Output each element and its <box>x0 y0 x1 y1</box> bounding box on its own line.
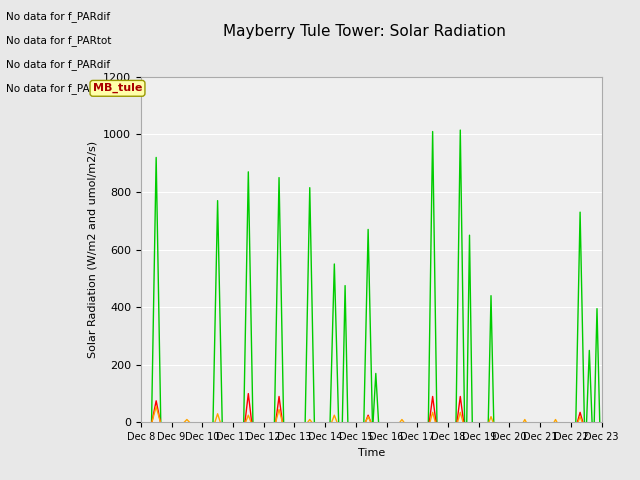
Y-axis label: Solar Radiation (W/m2 and umol/m2/s): Solar Radiation (W/m2 and umol/m2/s) <box>88 141 97 358</box>
Text: Mayberry Tule Tower: Solar Radiation: Mayberry Tule Tower: Solar Radiation <box>223 24 506 39</box>
Text: No data for f_PARdif: No data for f_PARdif <box>6 59 111 70</box>
Text: No data for f_PARtot: No data for f_PARtot <box>6 83 112 94</box>
X-axis label: Time: Time <box>358 448 385 457</box>
Text: No data for f_PARdif: No data for f_PARdif <box>6 11 111 22</box>
Text: No data for f_PARtot: No data for f_PARtot <box>6 35 112 46</box>
Text: MB_tule: MB_tule <box>93 83 142 94</box>
